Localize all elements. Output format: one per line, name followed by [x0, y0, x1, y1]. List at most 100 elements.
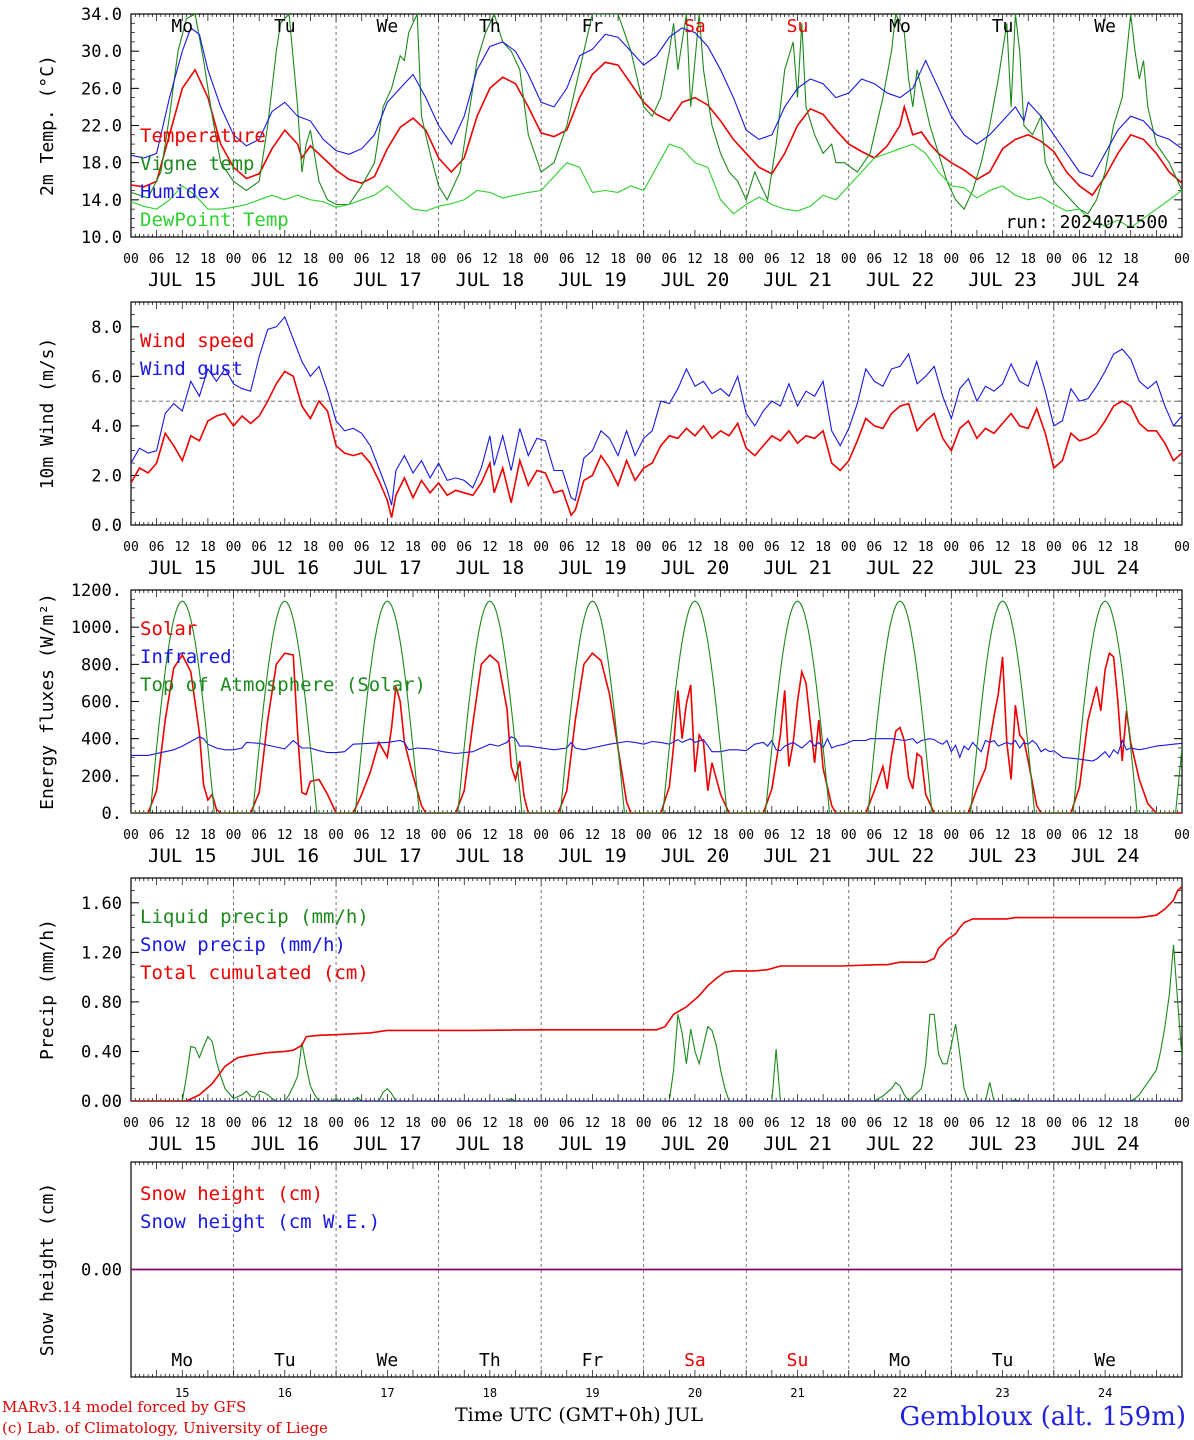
hour-tick-label: 06 — [867, 1116, 883, 1131]
y-tick-label: 200. — [81, 767, 122, 787]
hour-tick-label: 12 — [1097, 540, 1113, 555]
legend-entry: Humidex — [140, 181, 220, 203]
plot-frame — [130, 589, 1183, 814]
hour-tick-label: 00 — [738, 828, 754, 843]
date-label: JUL 15 — [148, 557, 217, 579]
y-axis-label: 10m Wind (m/s) — [37, 338, 58, 490]
series-line-wind-speed — [131, 370, 1182, 518]
hour-tick-label: 18 — [1020, 252, 1036, 267]
hour-tick-label: 12 — [585, 1116, 601, 1131]
hour-tick-label: 12 — [380, 252, 396, 267]
panel-2: 0.0 2.0 4.0 6.0 8.0 10m Wind (m/s) Wind speed W… — [37, 301, 1190, 579]
date-label: JUL 16 — [250, 845, 319, 867]
model-credit: MARv3.14 model forced by GFS — [2, 1398, 247, 1416]
date-label: JUL 21 — [763, 557, 832, 579]
hour-tick-label: 00 — [943, 828, 959, 843]
hour-tick-label: 06 — [149, 828, 165, 843]
hour-tick-label: 06 — [149, 1116, 165, 1131]
weekday-label: Mo — [889, 16, 911, 37]
hour-tick-label: 12 — [995, 1116, 1011, 1131]
day-number-label: 18 — [483, 1386, 497, 1400]
series-line-liquid-precip-mm-h — [131, 944, 1182, 1101]
date-label: JUL 16 — [250, 1133, 319, 1155]
hour-tick-label: 12 — [277, 1116, 293, 1131]
time-axis-label: Time UTC (GMT+0h) JUL — [455, 1404, 703, 1426]
hour-tick-label: 06 — [661, 1116, 677, 1131]
y-tick-label: 14.0 — [81, 191, 122, 211]
y-tick-label: 1.60 — [81, 894, 122, 914]
hour-tick-label: 18 — [303, 828, 319, 843]
hour-tick-label: 12 — [380, 828, 396, 843]
y-tick-label: 30.0 — [81, 42, 122, 62]
day-number-label: 17 — [380, 1386, 394, 1400]
hour-tick-label: 06 — [764, 540, 780, 555]
y-axis-label: Precip (mm/h) — [37, 919, 58, 1060]
weekday-label: Fr — [582, 1350, 604, 1371]
hour-tick-label: 12 — [174, 828, 190, 843]
day-number-label: 20 — [688, 1386, 702, 1400]
hour-tick-label: 12 — [585, 828, 601, 843]
hour-tick-label: 18 — [405, 1116, 421, 1131]
hour-tick-label: 00 — [1046, 828, 1062, 843]
hour-tick-label: 18 — [610, 252, 626, 267]
weekday-label: We — [1094, 16, 1116, 37]
hour-tick-label: 00 — [328, 540, 344, 555]
date-label: JUL 15 — [148, 845, 217, 867]
hour-tick-label: 12 — [174, 540, 190, 555]
hour-tick-label: 18 — [815, 1116, 831, 1131]
hour-tick-label: 00 — [1174, 828, 1190, 843]
hour-tick-label: 00 — [738, 540, 754, 555]
hour-tick-label: 00 — [328, 1116, 344, 1131]
hour-tick-label: 00 — [226, 1116, 242, 1131]
legend-entry: Total cumulated (cm) — [140, 962, 369, 984]
hour-tick-label: 06 — [251, 828, 267, 843]
hour-tick-label: 00 — [943, 540, 959, 555]
series-group — [131, 886, 1182, 1101]
day-number-label: 19 — [585, 1386, 599, 1400]
weekday-label: Su — [787, 1350, 809, 1371]
hour-tick-label: 18 — [1123, 252, 1139, 267]
y-tick-label: 1.20 — [81, 943, 122, 963]
series-group — [131, 315, 1182, 518]
hour-tick-label: 00 — [841, 1116, 857, 1131]
y-tick-label: 4.0 — [91, 417, 122, 437]
day-number-label: 22 — [893, 1386, 907, 1400]
date-label: JUL 17 — [353, 1133, 422, 1155]
hour-tick-label: 12 — [892, 1116, 908, 1131]
hour-tick-label: 00 — [636, 540, 652, 555]
hour-tick-label: 12 — [1097, 252, 1113, 267]
hour-tick-label: 12 — [790, 252, 806, 267]
hour-tick-label: 12 — [585, 252, 601, 267]
hour-tick-label: 12 — [995, 252, 1011, 267]
date-label: JUL 23 — [968, 845, 1037, 867]
y-axis-label: Snow height (cm) — [37, 1183, 58, 1356]
hour-tick-label: 00 — [1174, 252, 1190, 267]
hour-tick-label: 18 — [1123, 1116, 1139, 1131]
hour-tick-label: 18 — [1123, 540, 1139, 555]
date-label: JUL 24 — [1071, 845, 1140, 867]
date-label: JUL 15 — [148, 269, 217, 291]
hour-tick-label: 06 — [1072, 828, 1088, 843]
date-label: JUL 17 — [353, 845, 422, 867]
hour-tick-label: 12 — [790, 1116, 806, 1131]
lab-credit: (c) Lab. of Climatology, University of L… — [2, 1419, 328, 1437]
weekday-label: Sa — [684, 1350, 706, 1371]
hour-tick-label: 06 — [661, 252, 677, 267]
date-label: JUL 20 — [661, 1133, 730, 1155]
y-tick-label: 34.0 — [81, 5, 122, 25]
hour-tick-label: 18 — [918, 540, 934, 555]
panel-4: 0.00 0.40 0.80 1.20 1.60 Precip (mm/h) Liquid … — [37, 877, 1190, 1155]
y-tick-label: 0.00 — [81, 1092, 122, 1112]
hour-tick-label: 18 — [508, 540, 524, 555]
series-line-temperature — [131, 61, 1182, 197]
date-label: JUL 15 — [148, 1133, 217, 1155]
hour-tick-label: 18 — [508, 1116, 524, 1131]
hour-tick-label: 12 — [482, 540, 498, 555]
date-label: JUL 16 — [250, 269, 319, 291]
hour-tick-label: 00 — [738, 1116, 754, 1131]
hour-tick-label: 18 — [200, 1116, 216, 1131]
station-label: Gembloux (alt. 159m) — [899, 1402, 1186, 1432]
hour-tick-label: 12 — [174, 1116, 190, 1131]
hour-tick-label: 06 — [354, 828, 370, 843]
hour-tick-label: 18 — [815, 828, 831, 843]
